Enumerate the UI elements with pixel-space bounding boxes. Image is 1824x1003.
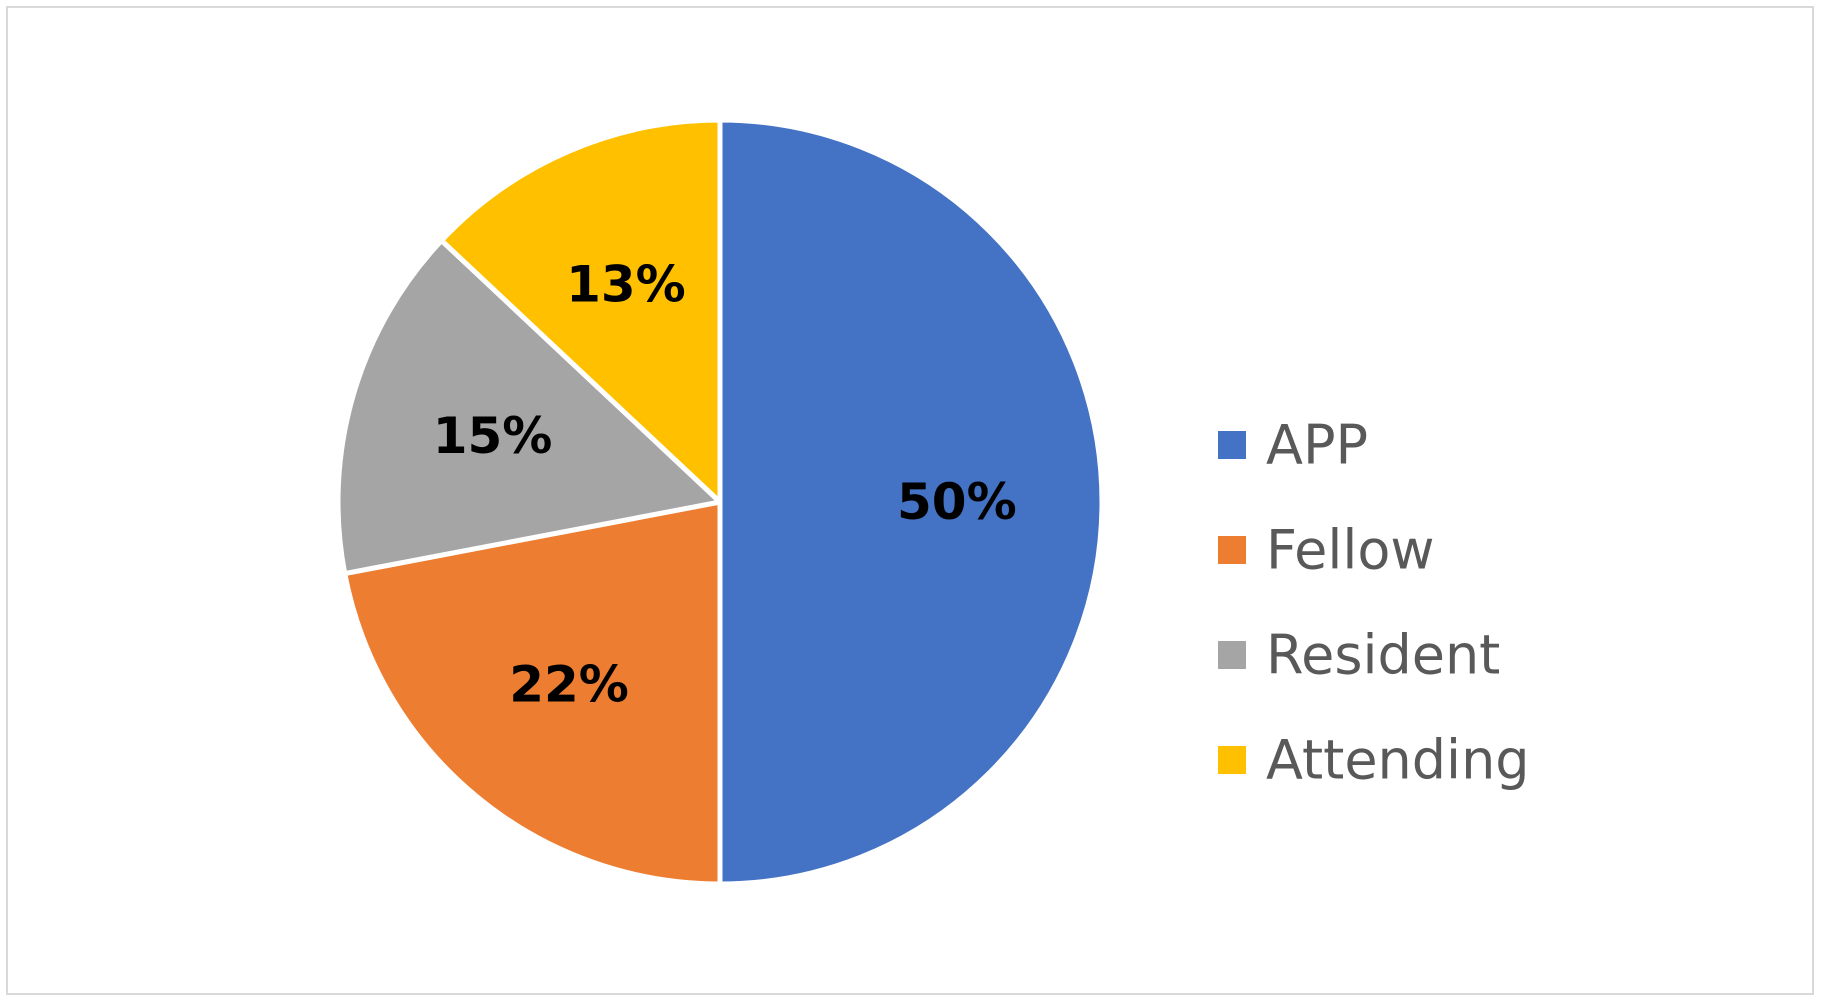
pie-slice-app bbox=[717, 117, 1105, 887]
pie-slice-resident bbox=[335, 238, 723, 577]
legend-label-app: APP bbox=[1266, 414, 1368, 477]
pie-slice-attending bbox=[439, 117, 723, 505]
legend-label-attending: Attending bbox=[1266, 729, 1530, 792]
legend-label-fellow: Fellow bbox=[1266, 519, 1435, 582]
legend-swatch-attending bbox=[1218, 746, 1246, 774]
legend-swatch-fellow bbox=[1218, 536, 1246, 564]
data-label-fellow: 22% bbox=[509, 655, 629, 713]
legend-label-resident: Resident bbox=[1266, 624, 1500, 687]
pie-slices bbox=[335, 117, 1105, 887]
data-label-resident: 15% bbox=[433, 407, 553, 465]
data-label-app: 50% bbox=[897, 473, 1017, 531]
legend-swatch-resident bbox=[1218, 641, 1246, 669]
pie-slice-fellow bbox=[342, 499, 723, 887]
legend: APP Fellow Resident Attending bbox=[1218, 414, 1530, 792]
legend-swatch-app bbox=[1218, 431, 1246, 459]
slice-labels: 50% 22% 15% 13% bbox=[433, 256, 1017, 714]
data-label-attending: 13% bbox=[566, 256, 686, 314]
